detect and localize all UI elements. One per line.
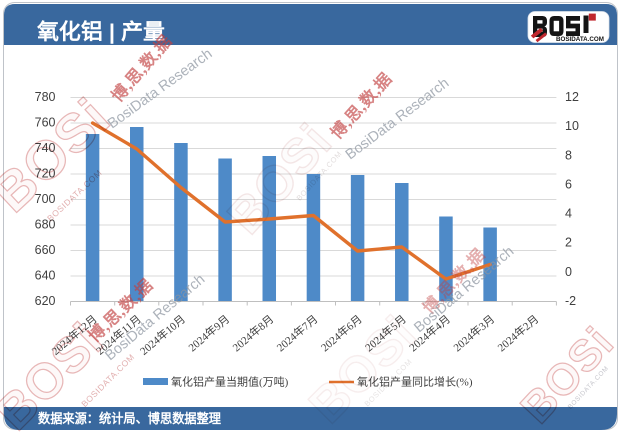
svg-text:8: 8: [565, 148, 572, 162]
svg-text:780: 780: [35, 90, 56, 104]
svg-text:2: 2: [565, 236, 572, 250]
svg-text:660: 660: [35, 243, 56, 257]
svg-text:720: 720: [35, 167, 56, 181]
svg-text:640: 640: [35, 269, 56, 283]
svg-text:12: 12: [565, 90, 579, 104]
svg-text:700: 700: [35, 192, 56, 206]
svg-text:氧化铝产量同比增长(%): 氧化铝产量同比增长(%): [357, 375, 473, 389]
svg-text:数据来源：统计局、博思数据整理: 数据来源：统计局、博思数据整理: [38, 411, 221, 426]
svg-text:740: 740: [35, 141, 56, 155]
svg-text:680: 680: [35, 218, 56, 232]
svg-text:氧化铝产量当期值(万吨): 氧化铝产量当期值(万吨): [171, 375, 289, 389]
svg-text:760: 760: [35, 116, 56, 130]
svg-text:10: 10: [565, 119, 579, 133]
svg-text:4: 4: [565, 207, 572, 221]
svg-text:6: 6: [565, 177, 572, 191]
svg-text:-2: -2: [565, 294, 576, 308]
svg-text:BOSIDATA.COM: BOSIDATA.COM: [556, 36, 604, 43]
svg-text:620: 620: [35, 294, 56, 308]
svg-text:氧化铝 | 产量: 氧化铝 | 产量: [36, 19, 165, 44]
svg-text:0: 0: [565, 265, 572, 279]
